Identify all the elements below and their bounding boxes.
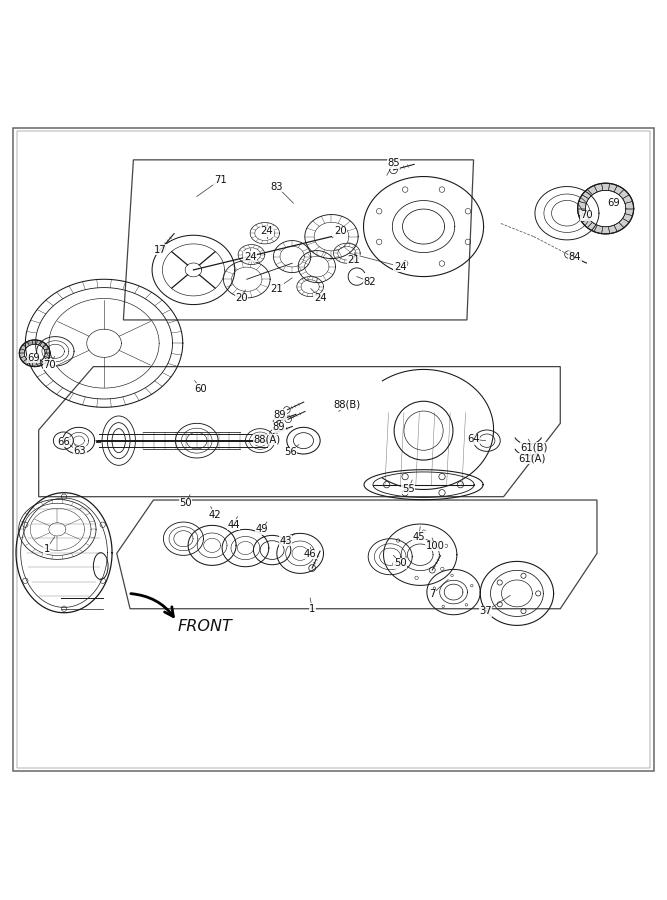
Text: 24: 24	[314, 292, 326, 303]
Polygon shape	[19, 340, 50, 366]
Text: 70: 70	[581, 211, 593, 220]
Text: 85: 85	[388, 158, 400, 168]
Polygon shape	[24, 344, 45, 363]
Text: 17: 17	[153, 245, 167, 255]
Text: 61(B): 61(B)	[520, 442, 548, 453]
Text: 1: 1	[43, 544, 50, 554]
Text: 89: 89	[273, 422, 285, 432]
Text: 44: 44	[227, 519, 239, 530]
Text: 84: 84	[569, 252, 581, 262]
Text: 88(A): 88(A)	[253, 435, 280, 445]
Text: 83: 83	[271, 182, 283, 192]
Text: 21: 21	[270, 284, 283, 293]
Text: 88(B): 88(B)	[334, 400, 360, 410]
Text: 49: 49	[256, 525, 268, 535]
Text: 89: 89	[274, 410, 286, 419]
Text: FRONT: FRONT	[178, 618, 233, 634]
Polygon shape	[578, 184, 634, 234]
Text: 56: 56	[283, 447, 297, 457]
Text: 46: 46	[304, 549, 316, 559]
Text: 50: 50	[394, 558, 406, 569]
Text: 69: 69	[27, 353, 40, 363]
Text: 37: 37	[480, 607, 492, 616]
Text: 64: 64	[468, 435, 480, 445]
Text: 70: 70	[43, 360, 55, 370]
Text: 61(A): 61(A)	[518, 454, 546, 464]
Text: 43: 43	[279, 536, 291, 545]
Text: 45: 45	[413, 532, 425, 542]
Text: 24: 24	[261, 226, 273, 236]
Text: 71: 71	[213, 175, 227, 184]
Text: 63: 63	[74, 446, 86, 456]
Text: 42: 42	[209, 509, 221, 519]
Text: 24: 24	[244, 252, 256, 262]
Text: 55: 55	[402, 483, 415, 494]
Text: 66: 66	[57, 437, 70, 447]
Text: 21: 21	[347, 255, 360, 265]
Text: 20: 20	[334, 226, 346, 236]
Text: 50: 50	[179, 499, 191, 508]
Text: 82: 82	[364, 277, 376, 287]
Text: 60: 60	[194, 383, 206, 393]
Text: 7: 7	[429, 590, 436, 599]
Text: 1: 1	[309, 604, 315, 614]
Text: 69: 69	[607, 198, 620, 208]
Text: 24: 24	[394, 262, 406, 272]
Text: 20: 20	[235, 292, 247, 303]
Polygon shape	[586, 190, 626, 227]
Text: 100: 100	[426, 541, 444, 551]
